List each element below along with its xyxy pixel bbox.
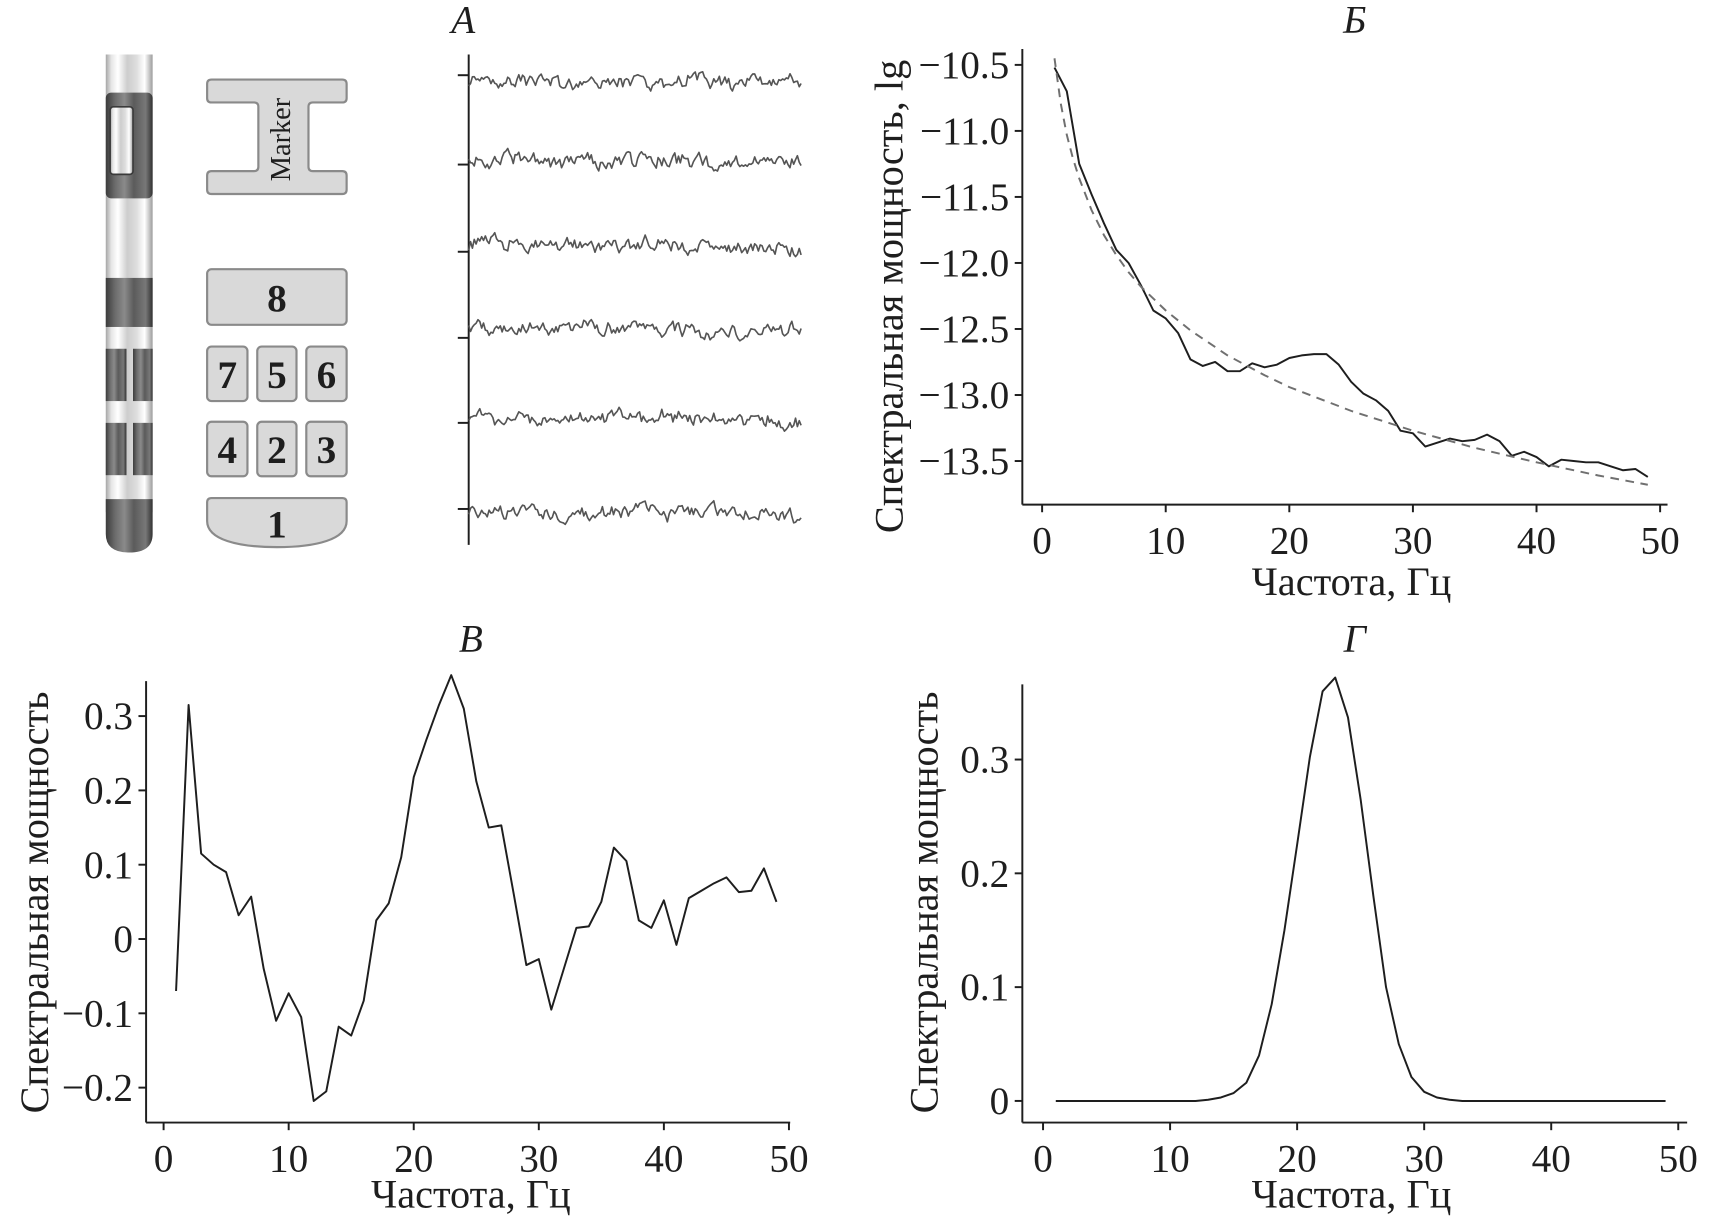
marker-contact [206,78,348,196]
lead-segment-contact-upper-left [105,348,127,402]
chart-b: 0 10 20 30 40 50 −10.5 −11.0 −11.5 −12.0 −12.5 −13.… [918,44,1679,563]
x-tick-label: 20 [394,1138,433,1181]
contact-label-6: 6 [317,354,337,397]
lead-segment-contact-lower-right [133,422,153,476]
x-tick-label: 30 [519,1138,558,1181]
y-tick-label: −0.2 [62,1067,133,1110]
marker-label: Marker [266,97,297,181]
y-tick-label: 0.1 [84,844,133,887]
y-tick-label: −11.0 [920,110,1009,153]
contact-label-3: 3 [317,429,337,472]
panel-label-g: Г [1343,618,1368,661]
x-tick-label: 0 [1033,1138,1053,1181]
y-tick-label: −11.5 [920,176,1009,219]
lead-segment-contact-lower-left [105,422,127,476]
y-tick-label: 0.2 [960,852,1009,895]
x-tick-label: 50 [769,1138,808,1181]
x-tick-label: 50 [1659,1138,1698,1181]
y-tick-label: −12.0 [918,242,1009,285]
trace-1 [468,71,802,92]
contact-label-1: 1 [267,503,287,546]
y-tick-label: 0 [113,918,133,961]
contact-6 [305,345,348,403]
spectrum-line [1053,67,1649,478]
panel-label-a: А [448,0,476,42]
contact-label-5: 5 [267,354,287,397]
contact-5 [256,345,298,403]
trace-4 [467,318,802,342]
panel-a: А Marker 8 7 5 6 4 [105,0,802,553]
y-tick-label: 0.1 [960,966,1009,1009]
contact-4 [206,420,249,478]
y-tick-label: 0.3 [960,739,1009,782]
y-tick-label: −10.5 [918,44,1009,87]
contact-label-2: 2 [267,429,287,472]
contact-label-7: 7 [217,354,237,397]
contact-2 [256,420,298,478]
x-tick-label: 50 [1641,520,1680,563]
lfp-traces [457,54,802,545]
y-tick-label: −13.0 [918,374,1009,417]
y-axis-label-g: Спектральная мощность [901,691,946,1113]
chart-v: 0 10 20 30 40 50 0.3 0.2 0.1 0 −0.1 −0.2 [62,674,809,1181]
x-tick-label: 30 [1393,520,1432,563]
panel-label-v: В [459,618,483,661]
y-tick-label: 0 [990,1080,1010,1123]
contact-8 [206,268,348,326]
contact-schematic: Marker 8 7 5 6 4 2 3 1 [206,78,348,549]
x-tick-label: 10 [269,1138,308,1181]
y-tick-label: −0.1 [62,992,133,1035]
fit-line-dashed [1053,58,1648,486]
panel-b: Б 0 10 20 30 40 50 −10.5 −11.0 −11.5 −12.0 −12.5 −1… [866,0,1679,604]
contact-3 [305,420,348,478]
panel-v: В 0 10 20 30 40 50 0.3 0.2 0.1 0 −0.1 −0.2 Спектрал… [12,618,809,1217]
x-tick-label: 0 [1032,520,1052,563]
x-tick-label: 20 [1270,520,1309,563]
lead-tip-contact-1 [105,499,153,553]
panel-g: Г 0 10 20 30 40 50 0.3 0.2 0.1 0 Спектральная мощ… [901,618,1698,1217]
y-tick-label: 0.3 [84,695,133,738]
x-axis-label-g: Частота, Гц [1252,1172,1452,1217]
lead-marker-window [109,105,134,176]
contact-label-8: 8 [267,278,287,321]
spectrum-line [1055,676,1666,1102]
x-tick-label: 0 [154,1138,174,1181]
x-axis-label-b: Частота, Гц [1252,559,1452,604]
lead-segment-contact-upper-right [133,348,153,402]
panel-label-b: Б [1342,0,1366,42]
x-tick-label: 30 [1405,1138,1444,1181]
x-axis-label-v: Частота, Гц [371,1172,571,1217]
trace-6 [467,499,802,526]
lead-ring-contact-8 [105,277,153,327]
trace-2 [467,147,802,172]
y-tick-label: −13.5 [918,440,1009,483]
chart-g: 0 10 20 30 40 50 0.3 0.2 0.1 0 [960,676,1698,1181]
y-axis-label-b: Спектральная мощность, lg [866,60,911,533]
electrode-lead [105,54,153,553]
x-tick-label: 10 [1150,1138,1189,1181]
trace-3 [467,231,802,258]
x-tick-label: 40 [1517,520,1556,563]
x-tick-label: 40 [644,1138,683,1181]
contact-1 [206,496,348,549]
y-tick-label: 0.2 [84,769,133,812]
contact-label-4: 4 [217,429,237,472]
x-tick-label: 10 [1146,520,1185,563]
y-tick-label: −12.5 [918,308,1009,351]
x-tick-label: 40 [1532,1138,1571,1181]
contact-7 [206,345,249,403]
x-tick-label: 20 [1278,1138,1317,1181]
y-axis-label-v: Спектральная мощность [12,691,57,1113]
trace-5 [467,406,802,432]
spectrum-line [175,674,778,1102]
